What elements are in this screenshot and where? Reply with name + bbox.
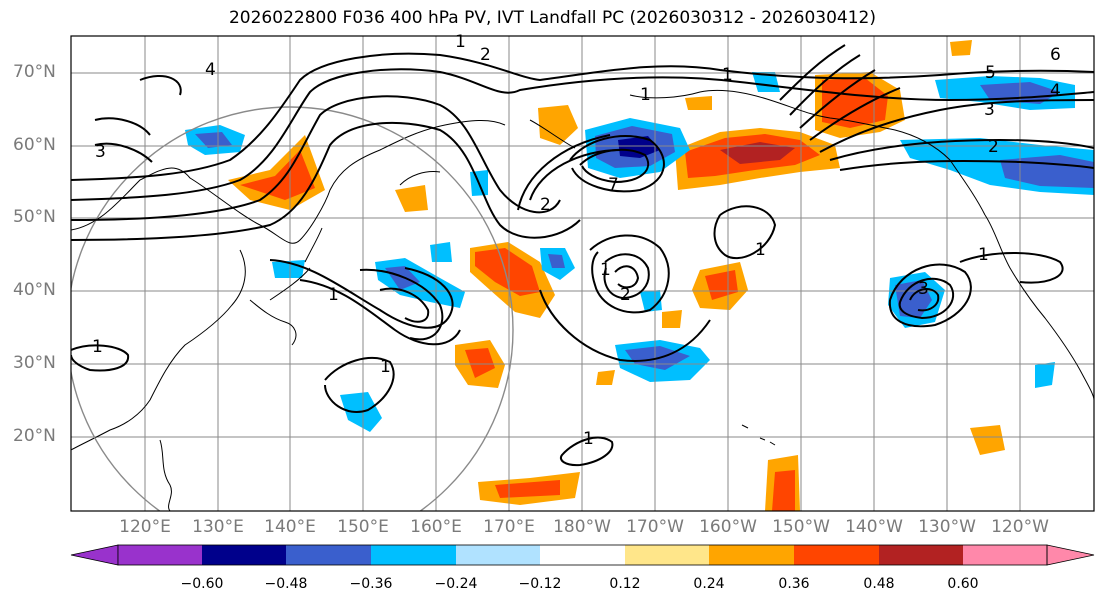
colorbar-tick-label: −0.12	[518, 576, 562, 592]
colorbar	[70, 544, 1095, 566]
lon-label-180w: 180°W	[553, 517, 611, 537]
contour-label: 7	[608, 175, 619, 195]
contour-label: 4	[205, 60, 216, 80]
colorbar-frame	[117, 544, 1048, 566]
contour-label: 6	[1050, 45, 1061, 65]
colorbar-cell	[794, 545, 879, 565]
colorbar-cell	[371, 545, 456, 565]
contour-label: 4	[1050, 81, 1061, 101]
colorbar-tick-label: 0.60	[947, 576, 979, 592]
contour-label: 3	[918, 279, 929, 299]
lon-label-160w: 160°W	[699, 517, 757, 537]
lon-label-160e: 160°E	[410, 517, 462, 537]
contour-label: 3	[984, 100, 995, 120]
contour-label: 2	[540, 195, 551, 215]
colorbar-tick-label: −0.60	[180, 576, 224, 592]
lon-label-150e: 150°E	[337, 517, 389, 537]
pv-positive-central-pacific	[228, 40, 1005, 511]
lat-label-60n: 60°N	[13, 135, 56, 155]
contour-label: 2	[988, 137, 999, 157]
ivt-contours	[71, 44, 1094, 467]
contour-label: 1	[755, 240, 766, 260]
contour-label-group: 3 4 1 1 1 1 2 1 1 2 1 1 1 3 5 6 4 2 3 7 …	[92, 32, 1061, 449]
colorbar-tick-label: −0.24	[434, 576, 478, 592]
coastlines	[71, 89, 1094, 511]
lon-label-140e: 140°E	[264, 517, 316, 537]
colorbar-cell	[118, 545, 202, 565]
lon-label-120w: 120°W	[991, 517, 1049, 537]
colorbar-tick-label: 0.36	[778, 576, 810, 592]
colorbar-tick-label: 0.48	[863, 576, 895, 592]
colorbar-tick-label: −0.36	[349, 576, 393, 592]
map-frame	[70, 35, 1095, 512]
lat-label-20n: 20°N	[13, 426, 56, 446]
lat-label-30n: 30°N	[13, 353, 56, 373]
chart-title: 2026022800 F036 400 hPa PV, IVT Landfall…	[228, 8, 876, 28]
lon-label-120e: 120°E	[119, 517, 171, 537]
range-circle	[71, 106, 514, 511]
contour-label: 1	[92, 337, 103, 357]
lon-label-150w: 150°W	[772, 517, 830, 537]
colorbar-tick-label: 0.12	[609, 576, 641, 592]
contour-label: 1	[583, 429, 594, 449]
colorbar-cell	[540, 545, 625, 565]
map-area	[71, 36, 1094, 511]
lat-label-40n: 40°N	[13, 280, 56, 300]
contour-label: 1	[640, 85, 651, 105]
lat-label-70n: 70°N	[13, 62, 56, 82]
lon-label-170e: 170°E	[483, 517, 535, 537]
contour-label: 1	[978, 245, 989, 265]
colorbar-min-arrow	[70, 544, 119, 566]
contour-label: 5	[985, 63, 996, 83]
lon-label-130e: 130°E	[192, 517, 244, 537]
colorbar-cell	[879, 545, 963, 565]
colorbar-cell	[709, 545, 794, 565]
contour-label: 2	[480, 45, 491, 65]
lon-label-130w: 130°W	[918, 517, 976, 537]
lat-label-50n: 50°N	[13, 207, 56, 227]
colorbar-cell	[625, 545, 709, 565]
lon-label-140w: 140°W	[845, 517, 903, 537]
graticule	[71, 36, 1094, 511]
colorbar-tick-label: 0.24	[693, 576, 725, 592]
contour-label: 1	[600, 260, 611, 280]
contour-label: 3	[95, 142, 106, 162]
contour-label: 1	[328, 285, 339, 305]
colorbar-tick-label: −0.48	[264, 576, 308, 592]
contour-label: 1	[455, 32, 466, 52]
colorbar-cell	[286, 545, 371, 565]
contour-label: 1	[380, 357, 391, 377]
colorbar-cell	[202, 545, 286, 565]
contour-label: 2	[620, 285, 631, 305]
contour-label: 1	[722, 65, 733, 85]
pv-positive-bering-band	[675, 128, 840, 190]
colorbar-cell	[456, 545, 540, 565]
colorbar-max-arrow	[1046, 544, 1095, 566]
colorbar-cell	[963, 545, 1047, 565]
lon-label-170w: 170°W	[626, 517, 684, 537]
